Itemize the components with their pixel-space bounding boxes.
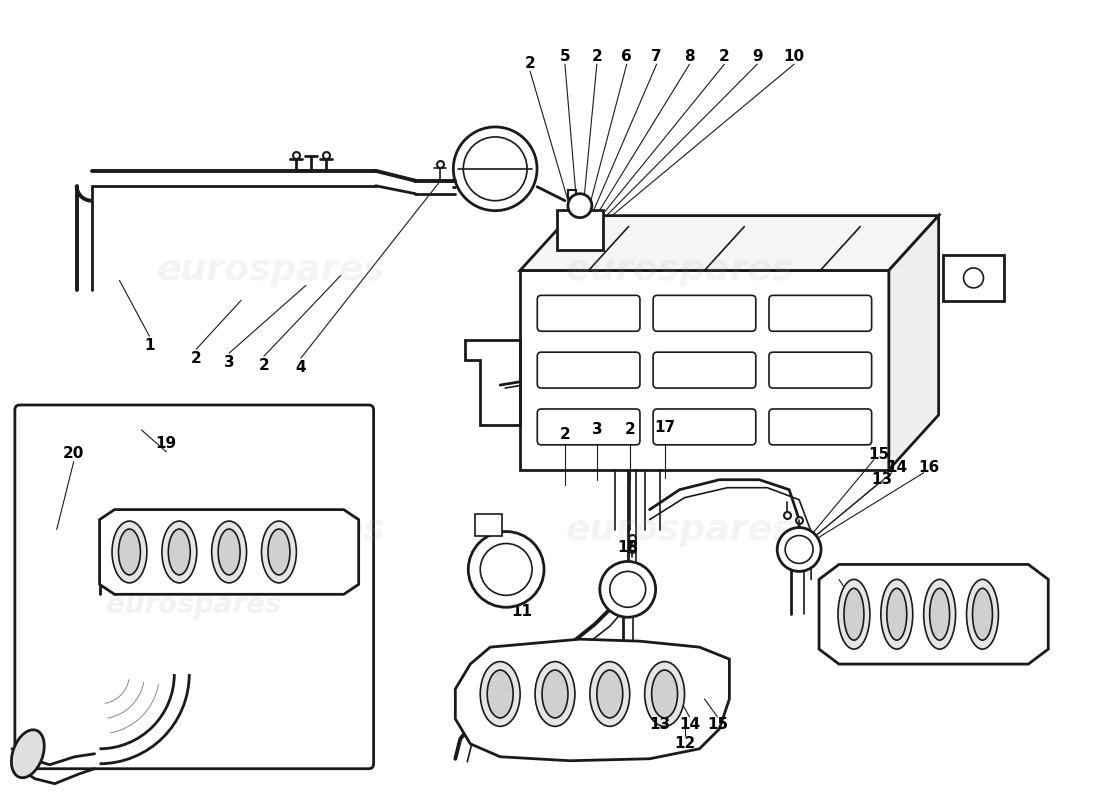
- Text: 5: 5: [560, 49, 570, 64]
- Text: eurospares: eurospares: [156, 513, 385, 546]
- Text: 2: 2: [191, 350, 201, 366]
- Text: 2: 2: [625, 422, 635, 438]
- Ellipse shape: [844, 588, 864, 640]
- Text: eurospares: eurospares: [565, 513, 794, 546]
- Text: 2: 2: [719, 49, 729, 64]
- Text: 20: 20: [63, 446, 85, 462]
- Text: 3: 3: [592, 422, 602, 438]
- Text: 6: 6: [621, 49, 632, 64]
- Text: 13: 13: [871, 472, 892, 487]
- Text: 10: 10: [783, 49, 805, 64]
- Ellipse shape: [838, 579, 870, 649]
- Text: 16: 16: [918, 460, 939, 475]
- Circle shape: [568, 194, 592, 218]
- Text: 13: 13: [649, 718, 670, 732]
- Ellipse shape: [967, 579, 999, 649]
- Text: 15: 15: [868, 447, 890, 462]
- FancyBboxPatch shape: [653, 295, 756, 331]
- Ellipse shape: [162, 521, 197, 583]
- Ellipse shape: [930, 588, 949, 640]
- Text: 17: 17: [654, 421, 675, 435]
- Ellipse shape: [262, 521, 296, 583]
- Ellipse shape: [119, 529, 141, 575]
- Text: 12: 12: [674, 736, 695, 751]
- Ellipse shape: [218, 529, 240, 575]
- Text: 2: 2: [525, 56, 536, 70]
- FancyBboxPatch shape: [769, 409, 871, 445]
- Polygon shape: [820, 565, 1048, 664]
- Text: eurospares: eurospares: [107, 590, 282, 618]
- FancyBboxPatch shape: [769, 295, 871, 331]
- Ellipse shape: [112, 521, 147, 583]
- Circle shape: [453, 127, 537, 210]
- FancyBboxPatch shape: [653, 409, 756, 445]
- Ellipse shape: [881, 579, 913, 649]
- Ellipse shape: [645, 662, 684, 726]
- Text: 4: 4: [296, 360, 306, 374]
- Text: eurospares: eurospares: [565, 254, 794, 287]
- FancyBboxPatch shape: [537, 295, 640, 331]
- Circle shape: [778, 527, 821, 571]
- Circle shape: [600, 562, 656, 618]
- FancyBboxPatch shape: [653, 352, 756, 388]
- FancyBboxPatch shape: [769, 352, 871, 388]
- Polygon shape: [520, 216, 938, 270]
- Circle shape: [469, 531, 544, 607]
- FancyBboxPatch shape: [537, 409, 640, 445]
- Ellipse shape: [972, 588, 992, 640]
- Text: 14: 14: [679, 718, 700, 732]
- Text: 2: 2: [592, 49, 602, 64]
- Text: 18: 18: [617, 540, 638, 555]
- FancyBboxPatch shape: [557, 210, 603, 250]
- Text: 7: 7: [651, 49, 662, 64]
- Ellipse shape: [535, 662, 575, 726]
- Text: 1: 1: [144, 338, 155, 353]
- Text: 11: 11: [512, 604, 532, 618]
- Ellipse shape: [268, 529, 290, 575]
- Polygon shape: [889, 216, 938, 470]
- Ellipse shape: [924, 579, 956, 649]
- Polygon shape: [100, 510, 359, 594]
- Text: 8: 8: [684, 49, 695, 64]
- Ellipse shape: [597, 670, 623, 718]
- Ellipse shape: [481, 662, 520, 726]
- Text: eurospares: eurospares: [156, 254, 385, 287]
- Ellipse shape: [651, 670, 678, 718]
- Text: 14: 14: [887, 460, 907, 475]
- Ellipse shape: [590, 662, 629, 726]
- Ellipse shape: [487, 670, 513, 718]
- Ellipse shape: [542, 670, 568, 718]
- Ellipse shape: [211, 521, 246, 583]
- Text: 9: 9: [752, 49, 762, 64]
- Ellipse shape: [887, 588, 906, 640]
- Text: 19: 19: [156, 436, 177, 451]
- Text: 2: 2: [258, 358, 270, 373]
- FancyBboxPatch shape: [15, 405, 374, 769]
- FancyBboxPatch shape: [943, 254, 1004, 302]
- Text: 3: 3: [223, 354, 234, 370]
- Polygon shape: [455, 639, 729, 761]
- Polygon shape: [520, 270, 889, 470]
- FancyBboxPatch shape: [537, 352, 640, 388]
- FancyBboxPatch shape: [475, 514, 503, 535]
- Text: 2: 2: [560, 427, 570, 442]
- Ellipse shape: [168, 529, 190, 575]
- Text: 15: 15: [707, 718, 728, 732]
- Text: 11: 11: [844, 604, 865, 618]
- Ellipse shape: [11, 730, 44, 778]
